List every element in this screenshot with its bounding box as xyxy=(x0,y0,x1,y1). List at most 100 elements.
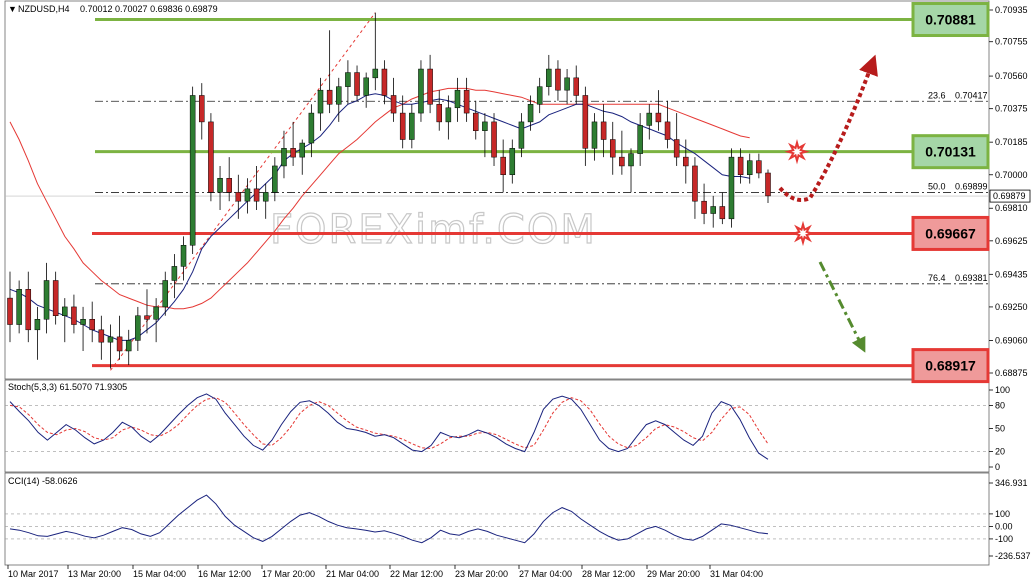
candle xyxy=(354,65,360,101)
bearish-arrow xyxy=(818,261,866,353)
candle xyxy=(189,86,196,255)
candle-body xyxy=(199,95,205,123)
level-box: 0.70131 xyxy=(911,134,990,170)
candle-body xyxy=(664,121,671,140)
candle xyxy=(262,183,269,219)
time-tick-label: 28 Mar 12:00 xyxy=(582,569,635,579)
candle-body xyxy=(217,178,223,193)
cci-label: CCI(14) -58.0626 xyxy=(8,476,78,486)
forecast-arrows xyxy=(778,54,878,353)
candle-body xyxy=(454,89,461,109)
candle xyxy=(409,104,415,149)
candle xyxy=(281,130,287,179)
candle-body xyxy=(43,280,50,320)
candle xyxy=(445,95,452,140)
candle xyxy=(527,95,534,131)
candle-body xyxy=(162,280,169,308)
candle xyxy=(299,139,306,175)
time-tick-label: 29 Mar 20:00 xyxy=(647,569,700,579)
level-box-bg xyxy=(911,134,990,170)
candle xyxy=(317,77,324,131)
level-box-bg xyxy=(911,348,990,384)
candle-body xyxy=(34,319,41,331)
candle-body xyxy=(518,121,525,149)
candle xyxy=(719,192,726,225)
candle xyxy=(89,301,95,343)
ma-fast-line xyxy=(9,93,750,341)
candle-body xyxy=(527,104,534,123)
price-tick-label: 0.68875 xyxy=(995,368,1028,378)
fib-ratio-label: 23.6 xyxy=(928,90,946,100)
candle-body xyxy=(336,86,342,105)
candle-body xyxy=(226,178,232,193)
candle xyxy=(518,113,525,158)
candle xyxy=(390,77,397,122)
level-box-label: 0.70131 xyxy=(925,144,976,160)
stoch-tick-label: 100 xyxy=(995,385,1010,395)
candle-body xyxy=(317,89,324,114)
candle-body xyxy=(98,329,105,343)
level-box: 0.68917 xyxy=(911,348,990,384)
time-tick-label: 15 Mar 04:00 xyxy=(133,569,186,579)
candle-body xyxy=(409,112,415,140)
candle xyxy=(244,178,251,214)
candle xyxy=(454,77,461,122)
candle xyxy=(427,54,433,114)
time-tick-label: 31 Mar 04:00 xyxy=(710,569,763,579)
candle xyxy=(555,60,561,101)
candle-body xyxy=(591,121,598,149)
candle-body xyxy=(171,266,178,281)
price-tick-label: 0.70560 xyxy=(995,71,1028,81)
candle xyxy=(226,157,232,202)
candle-body xyxy=(427,68,433,105)
candle xyxy=(171,254,178,299)
candle-body xyxy=(692,165,698,202)
cci-tick-label: 100 xyxy=(995,509,1010,519)
price-axis: 0.70935 0.70755 0.70560 0.70375 0.70185 0.700… xyxy=(989,5,1031,378)
candle-body xyxy=(381,68,388,96)
candle xyxy=(472,100,479,140)
candle-body xyxy=(345,72,351,87)
candle-body xyxy=(390,95,397,114)
ma-slow-line xyxy=(9,87,750,310)
price-tick-label: 0.70185 xyxy=(995,137,1028,147)
bullish-arrow xyxy=(778,54,878,202)
candle xyxy=(536,77,543,114)
candle-body xyxy=(628,153,634,167)
stoch-tick-label: 0 xyxy=(995,462,1000,472)
candle-body xyxy=(418,68,424,114)
candle xyxy=(308,104,315,158)
candle-body xyxy=(52,280,59,316)
candle xyxy=(765,169,771,203)
candle xyxy=(573,65,579,105)
price-tick-label: 0.69625 xyxy=(995,236,1028,246)
candle-body xyxy=(728,156,735,220)
candles xyxy=(7,12,771,369)
time-tick-label: 21 Mar 04:00 xyxy=(326,569,379,579)
candle xyxy=(52,271,59,325)
candle xyxy=(692,157,698,219)
candle-body xyxy=(7,297,13,325)
price-tick-label: 0.70000 xyxy=(995,170,1028,180)
breakout-star-icon xyxy=(784,139,810,165)
candle-body xyxy=(144,315,150,320)
stoch-tick-label: 50 xyxy=(995,424,1005,434)
price-tick-label: 0.69810 xyxy=(995,203,1028,213)
candle xyxy=(746,153,753,184)
chart-dropdown-icon[interactable]: ▼ xyxy=(8,4,17,14)
symbol-label: NZDUSD,H4 xyxy=(18,4,70,14)
candle xyxy=(98,315,105,360)
candle-body xyxy=(646,112,653,126)
level-box: 0.69667 xyxy=(911,215,990,251)
candle-body xyxy=(363,77,369,96)
stoch-indicator: 100 80 50 20 0 xyxy=(5,385,1010,472)
fib-labels: 23.6 0.70417 50.0 0.69899 76.4 0.69381 xyxy=(928,90,988,283)
candle-body xyxy=(308,112,315,144)
candle-body xyxy=(546,68,552,87)
candle-body xyxy=(235,192,242,202)
candle xyxy=(144,289,150,334)
candle xyxy=(290,121,296,166)
level-box-label: 0.70881 xyxy=(925,12,976,28)
fib-price-label: 0.69899 xyxy=(955,182,988,192)
price-tick-label: 0.69060 xyxy=(995,335,1028,345)
